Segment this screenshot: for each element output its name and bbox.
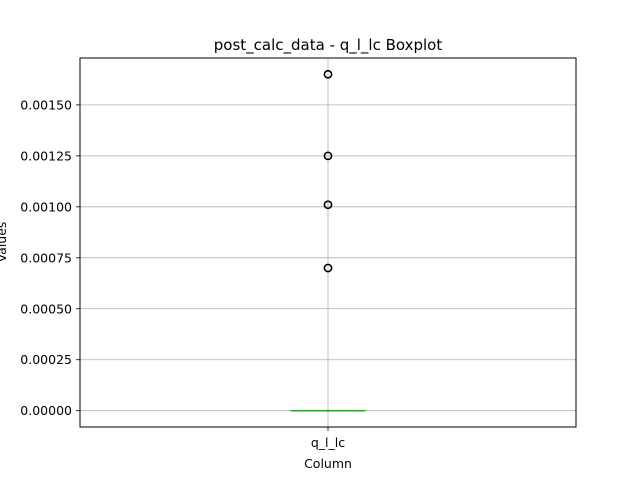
outlier-point <box>323 200 333 210</box>
outlier-point <box>323 151 333 161</box>
x-tick-label: q_l_lc <box>311 435 345 450</box>
y-tick-label: 0.00000 <box>20 403 72 418</box>
x-axis: q_l_lc <box>311 427 345 450</box>
x-axis-label: Column <box>304 456 352 471</box>
y-tick-label: 0.00075 <box>20 250 72 265</box>
y-tick-label: 0.00050 <box>20 301 72 316</box>
outlier-point <box>323 263 333 273</box>
y-tick-label: 0.00100 <box>20 199 72 214</box>
outlier-point <box>323 69 333 79</box>
y-axis-label: Values <box>0 222 9 263</box>
y-axis: 0.00000 0.00025 0.00050 0.00075 0.00100 0.001… <box>20 97 80 418</box>
box-layer <box>290 69 366 412</box>
y-tick-label: 0.00150 <box>20 97 72 112</box>
y-tick-label: 0.00025 <box>20 352 72 367</box>
grid-lines <box>80 58 576 427</box>
y-tick-label: 0.00125 <box>20 148 72 163</box>
chart-title: post_calc_data - q_l_lc Boxplot <box>214 36 443 55</box>
